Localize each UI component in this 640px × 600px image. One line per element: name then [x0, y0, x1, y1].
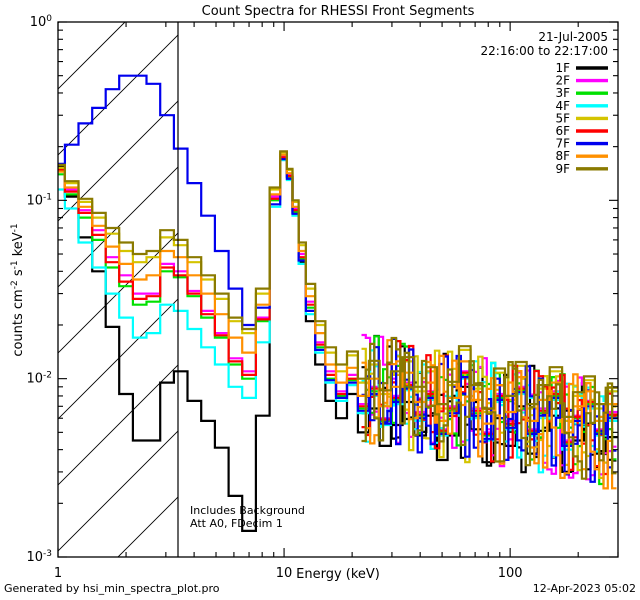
- ylabel-part3: keV: [11, 232, 26, 260]
- y-tick-label: 10-3: [26, 549, 52, 565]
- legend-label: 4F: [555, 99, 570, 113]
- legend-label: 7F: [555, 137, 570, 151]
- y-axis-label: counts cm-2 s-1 keV-1: [10, 223, 26, 356]
- legend-label: 1F: [555, 61, 570, 75]
- y-tick-label: 10-1: [26, 192, 52, 208]
- legend-entry-8F: 8F: [555, 149, 608, 163]
- axis-ticks: [57, 21, 619, 558]
- legend-entry-7F: 7F: [555, 137, 608, 151]
- legend-label: 6F: [555, 124, 570, 138]
- ylabel-part2: s: [11, 269, 26, 280]
- ylabel-part1: counts cm: [11, 289, 26, 356]
- legend-time-range: 22:16:00 to 22:17:00: [481, 44, 608, 58]
- annotation-background: Includes Background: [190, 504, 305, 517]
- legend-entry-3F: 3F: [555, 86, 608, 100]
- footer-generator: Generated by hsi_min_spectra_plot.pro: [4, 582, 220, 595]
- legend-entry-6F: 6F: [555, 124, 608, 138]
- x-tick-label: 10: [276, 566, 293, 581]
- plot-frame: [57, 21, 619, 558]
- x-tick-label: 100: [498, 566, 523, 581]
- legend-label: 2F: [555, 74, 570, 88]
- ylabel-sup2: -1: [10, 260, 20, 269]
- x-axis-label: Energy (keV): [296, 567, 380, 582]
- x-tick-labels: 1 10 100: [54, 566, 523, 581]
- legend-entry-4F: 4F: [555, 99, 608, 113]
- legend-label: 3F: [555, 86, 570, 100]
- annotation-attenuator: Att A0, FDecim 1: [190, 517, 283, 530]
- ylabel-sup3: -1: [10, 223, 20, 232]
- legend-entry-9F: 9F: [555, 162, 608, 176]
- legend-label: 5F: [555, 111, 570, 125]
- y-tick-label: 10-2: [26, 371, 52, 387]
- legend-entry-5F: 5F: [555, 111, 608, 125]
- legend-entry-2F: 2F: [555, 74, 608, 88]
- legend-label: 8F: [555, 149, 570, 163]
- x-tick-label: 1: [54, 566, 62, 581]
- ylabel-sup1: -2: [10, 280, 20, 289]
- legend-date: 21-Jul-2005: [538, 30, 608, 44]
- spectra-series-layer: [58, 74, 618, 532]
- low-energy-hatched-region: [58, 22, 178, 557]
- y-tick-labels: 100 10-1 10-2 10-3: [26, 14, 52, 565]
- y-tick-label: 100: [30, 14, 53, 30]
- legend-label: 9F: [555, 162, 570, 176]
- spectrum-series-9F: [58, 150, 618, 480]
- legend-entry-1F: 1F: [555, 61, 608, 75]
- footer-timestamp: 12-Apr-2023 05:02: [533, 582, 636, 595]
- svg-text:counts cm-2 s-1 keV-1: counts cm-2 s-1 keV-1: [10, 223, 26, 356]
- chart-title: Count Spectra for RHESSI Front Segments: [202, 4, 475, 19]
